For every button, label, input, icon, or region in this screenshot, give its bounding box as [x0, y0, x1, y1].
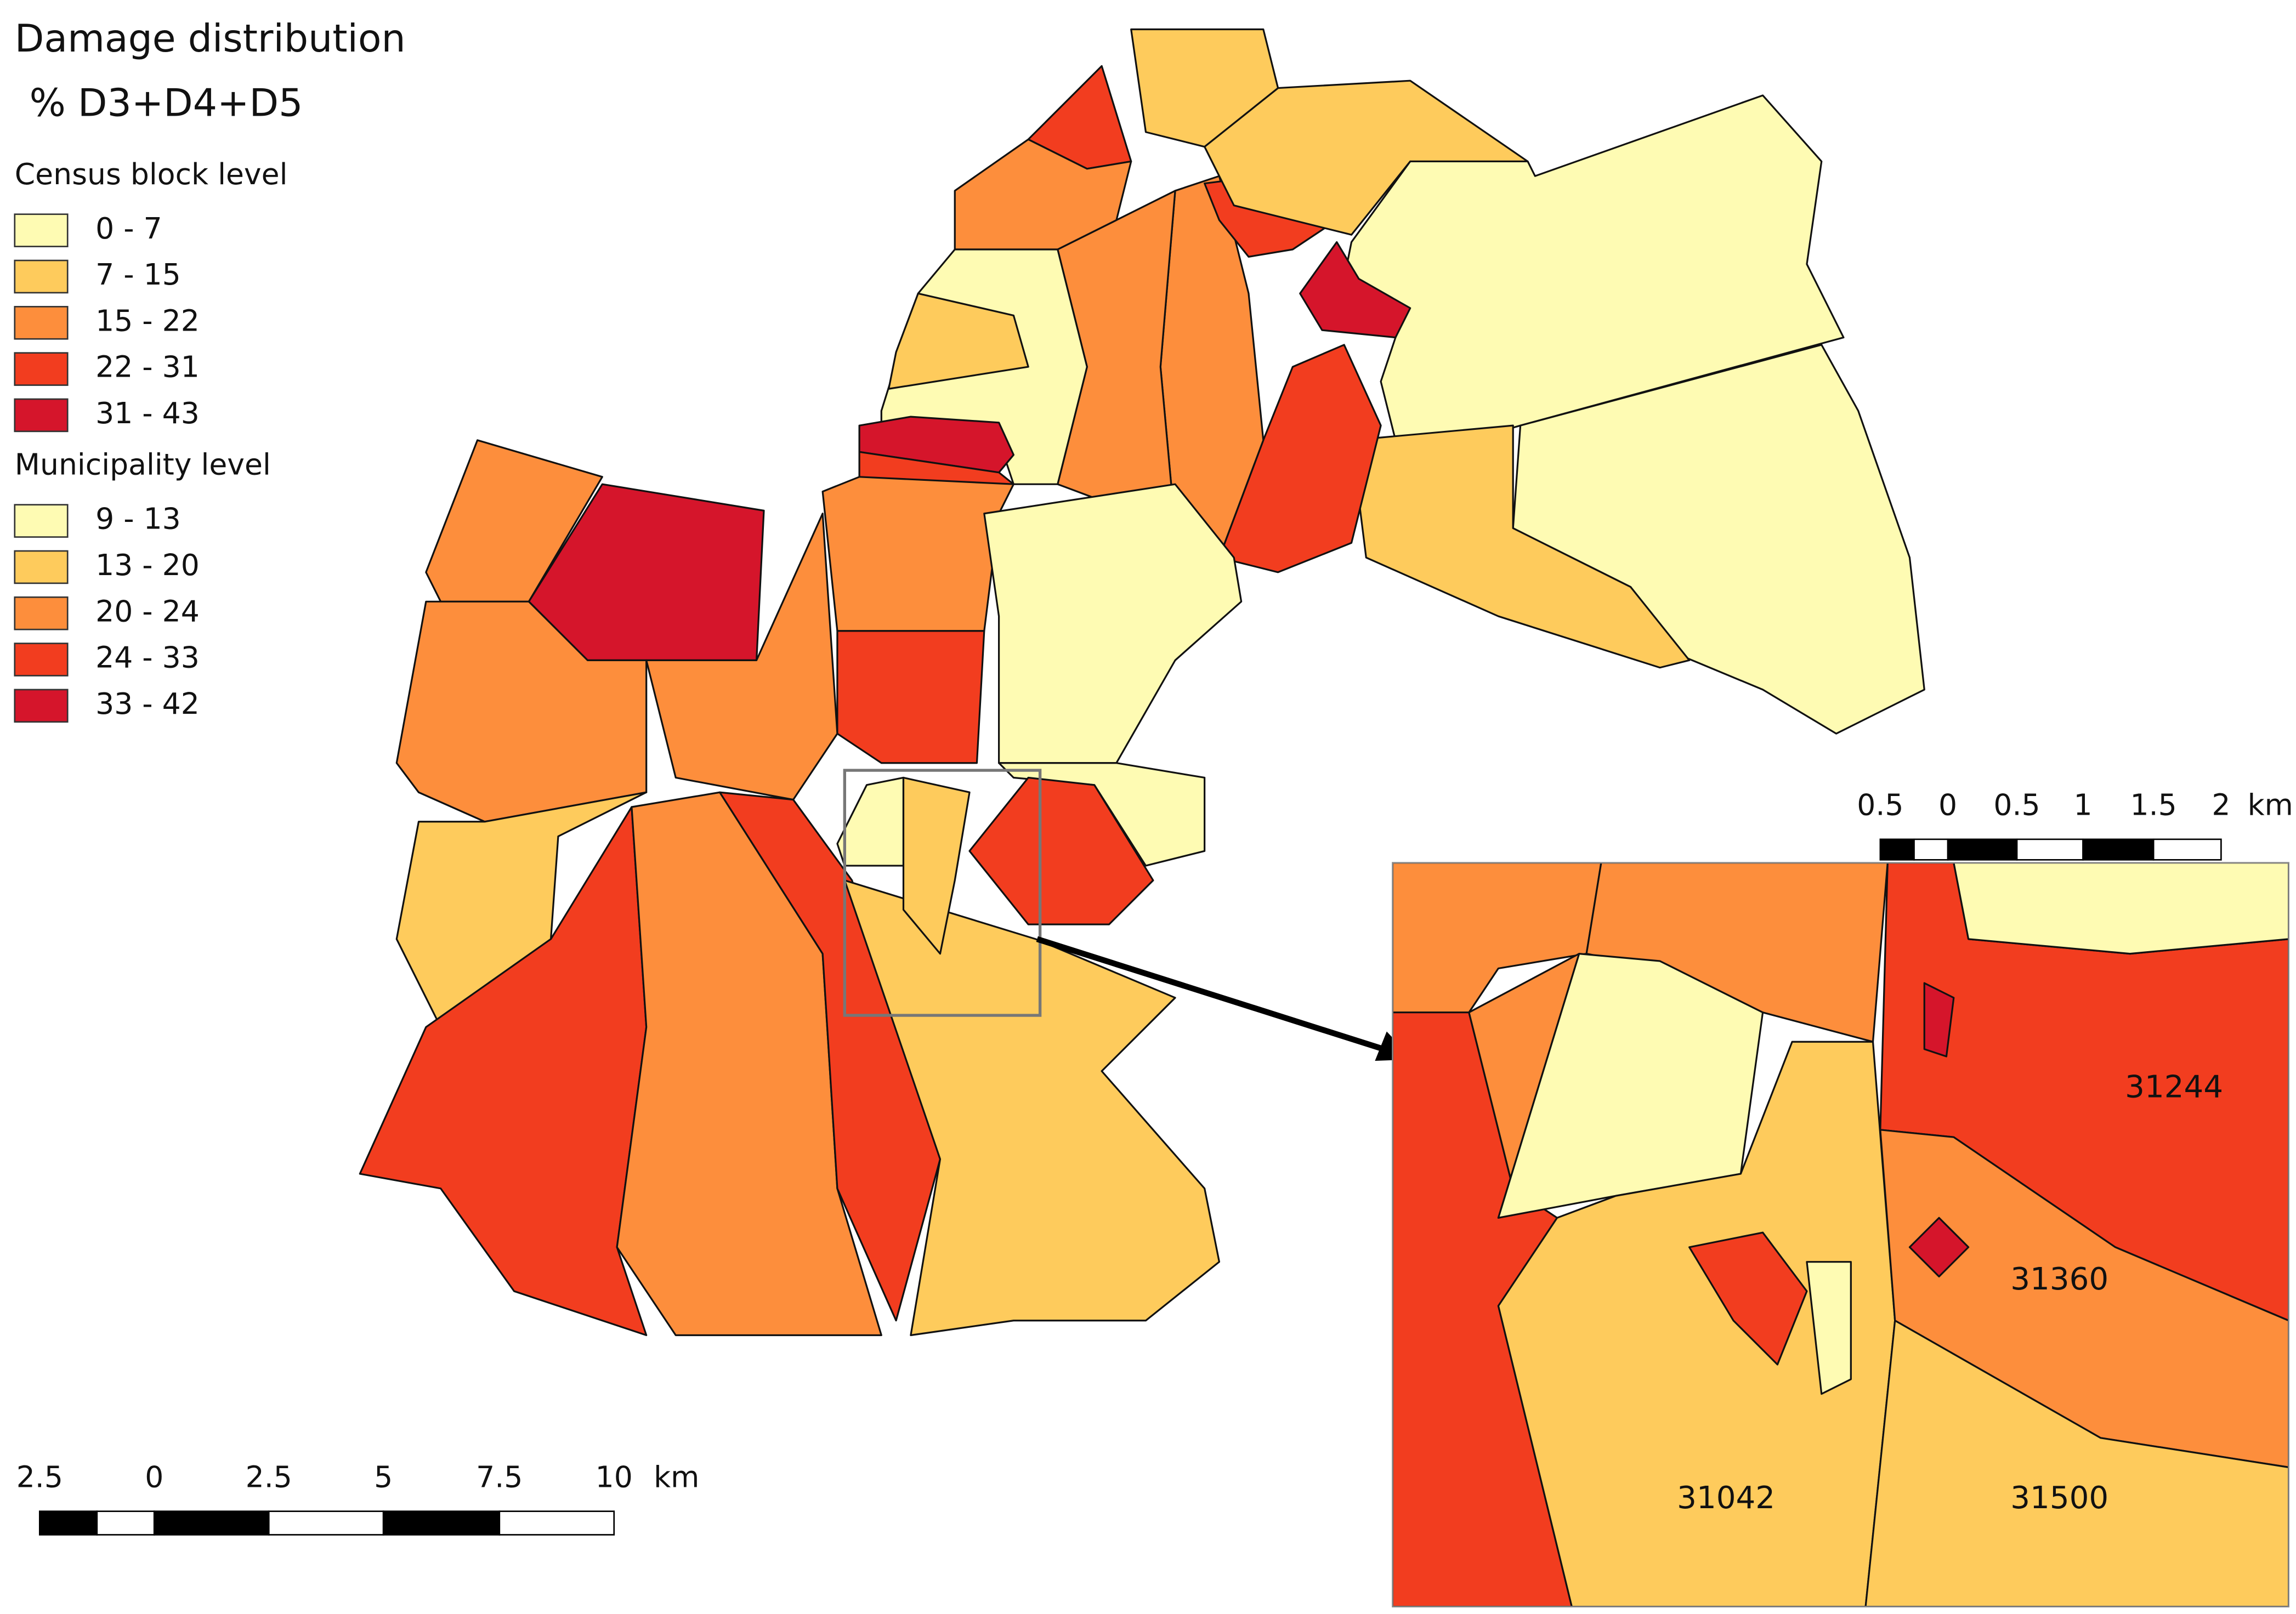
region [1130, 28, 1279, 148]
scale-label: 0.5 [1993, 788, 2040, 822]
region [902, 776, 971, 955]
scale-segment [38, 1510, 98, 1536]
scale-label: 0.5 [1857, 788, 1903, 822]
region [1953, 862, 2289, 955]
scale-bars: 2.5 0 2.5 5 7.5 10 km 0.5 0 0.5 1 1.5 2 km [16, 788, 2293, 1536]
legend-label: 31 - 43 [95, 396, 200, 430]
scale-label: 0 [145, 1459, 163, 1494]
legend-subtitle: % D3+D4+D5 [30, 81, 303, 126]
scale-segment [268, 1510, 384, 1536]
scale-segment [2082, 838, 2155, 861]
legend-label: 24 - 33 [95, 640, 200, 675]
legend-swatch [14, 306, 69, 340]
scale-segment [2016, 838, 2084, 861]
main-map [359, 28, 1925, 1337]
legend-swatch [14, 643, 69, 677]
inset-extent [843, 769, 1042, 1017]
legend-swatch [14, 398, 69, 433]
scale-segment [96, 1510, 155, 1536]
region [1392, 862, 1602, 1014]
inset-label: 31500 [2010, 1480, 2108, 1516]
legend-label: 20 - 24 [95, 594, 200, 628]
region [983, 483, 1243, 764]
legend-swatch [14, 596, 69, 630]
scale-segment [1913, 838, 1949, 861]
scale-segment [382, 1510, 501, 1536]
scale-segment [2152, 838, 2222, 861]
scale-segment [153, 1510, 270, 1536]
scale-label: 10 [596, 1459, 633, 1494]
legend: Census block level 0 - 7 7 - 15 15 - 22 22 -… [14, 157, 288, 723]
legend-heading: Municipality level [15, 447, 271, 482]
legend-label: 13 - 20 [95, 548, 200, 582]
scale-label: 1 [2074, 788, 2093, 822]
region [719, 791, 942, 1322]
legend-title: Damage distribution [15, 16, 406, 61]
inset-label: 31042 [1677, 1480, 1775, 1516]
scale-segment [1879, 838, 1915, 861]
scale-label: 2.5 [246, 1459, 292, 1494]
region [1923, 982, 1955, 1058]
region [1299, 241, 1411, 339]
scale-unit: km [654, 1459, 699, 1494]
legend-swatch [14, 352, 69, 386]
scale-segment [498, 1510, 615, 1536]
legend-label: 33 - 42 [95, 686, 200, 721]
region [836, 630, 985, 764]
legend-swatch [14, 689, 69, 723]
scale-label: 7.5 [476, 1459, 523, 1494]
region [1908, 1217, 1970, 1278]
inset-frame [1392, 862, 2289, 1607]
legend-label: 0 - 7 [95, 211, 162, 246]
legend-heading: Census block level [15, 157, 288, 191]
legend-swatch [14, 259, 69, 294]
legend-swatch [14, 504, 69, 538]
scale-label: 5 [374, 1459, 393, 1494]
legend-label: 9 - 13 [95, 502, 181, 536]
arrow-line [1036, 936, 1390, 1054]
region [888, 292, 1029, 390]
inset-map: 31244 31360 31042 31500 [1392, 862, 2289, 1607]
region [425, 439, 603, 603]
region [1204, 79, 1529, 236]
legend-swatch [14, 550, 69, 584]
scale-label: 0 [1938, 788, 1957, 822]
region [821, 476, 1014, 632]
scale-segment [1947, 838, 2018, 861]
inset-label: 31244 [2125, 1070, 2223, 1105]
scale-unit: km [2248, 788, 2293, 822]
region [1864, 1320, 2289, 1607]
legend-swatch [14, 213, 69, 247]
scale-label: 2.5 [16, 1459, 63, 1494]
region [843, 879, 1221, 1337]
inset-label: 31360 [2010, 1261, 2108, 1297]
region [645, 513, 838, 801]
legend-label: 15 - 22 [95, 303, 200, 338]
region [968, 776, 1154, 925]
region [1218, 344, 1382, 573]
scale-label: 2 [2212, 788, 2230, 822]
scale-label: 1.5 [2130, 788, 2177, 822]
legend-label: 22 - 31 [95, 350, 200, 384]
region [1806, 1261, 1852, 1395]
region [1350, 424, 1691, 669]
region [1688, 1231, 1808, 1366]
legend-label: 7 - 15 [95, 257, 181, 292]
